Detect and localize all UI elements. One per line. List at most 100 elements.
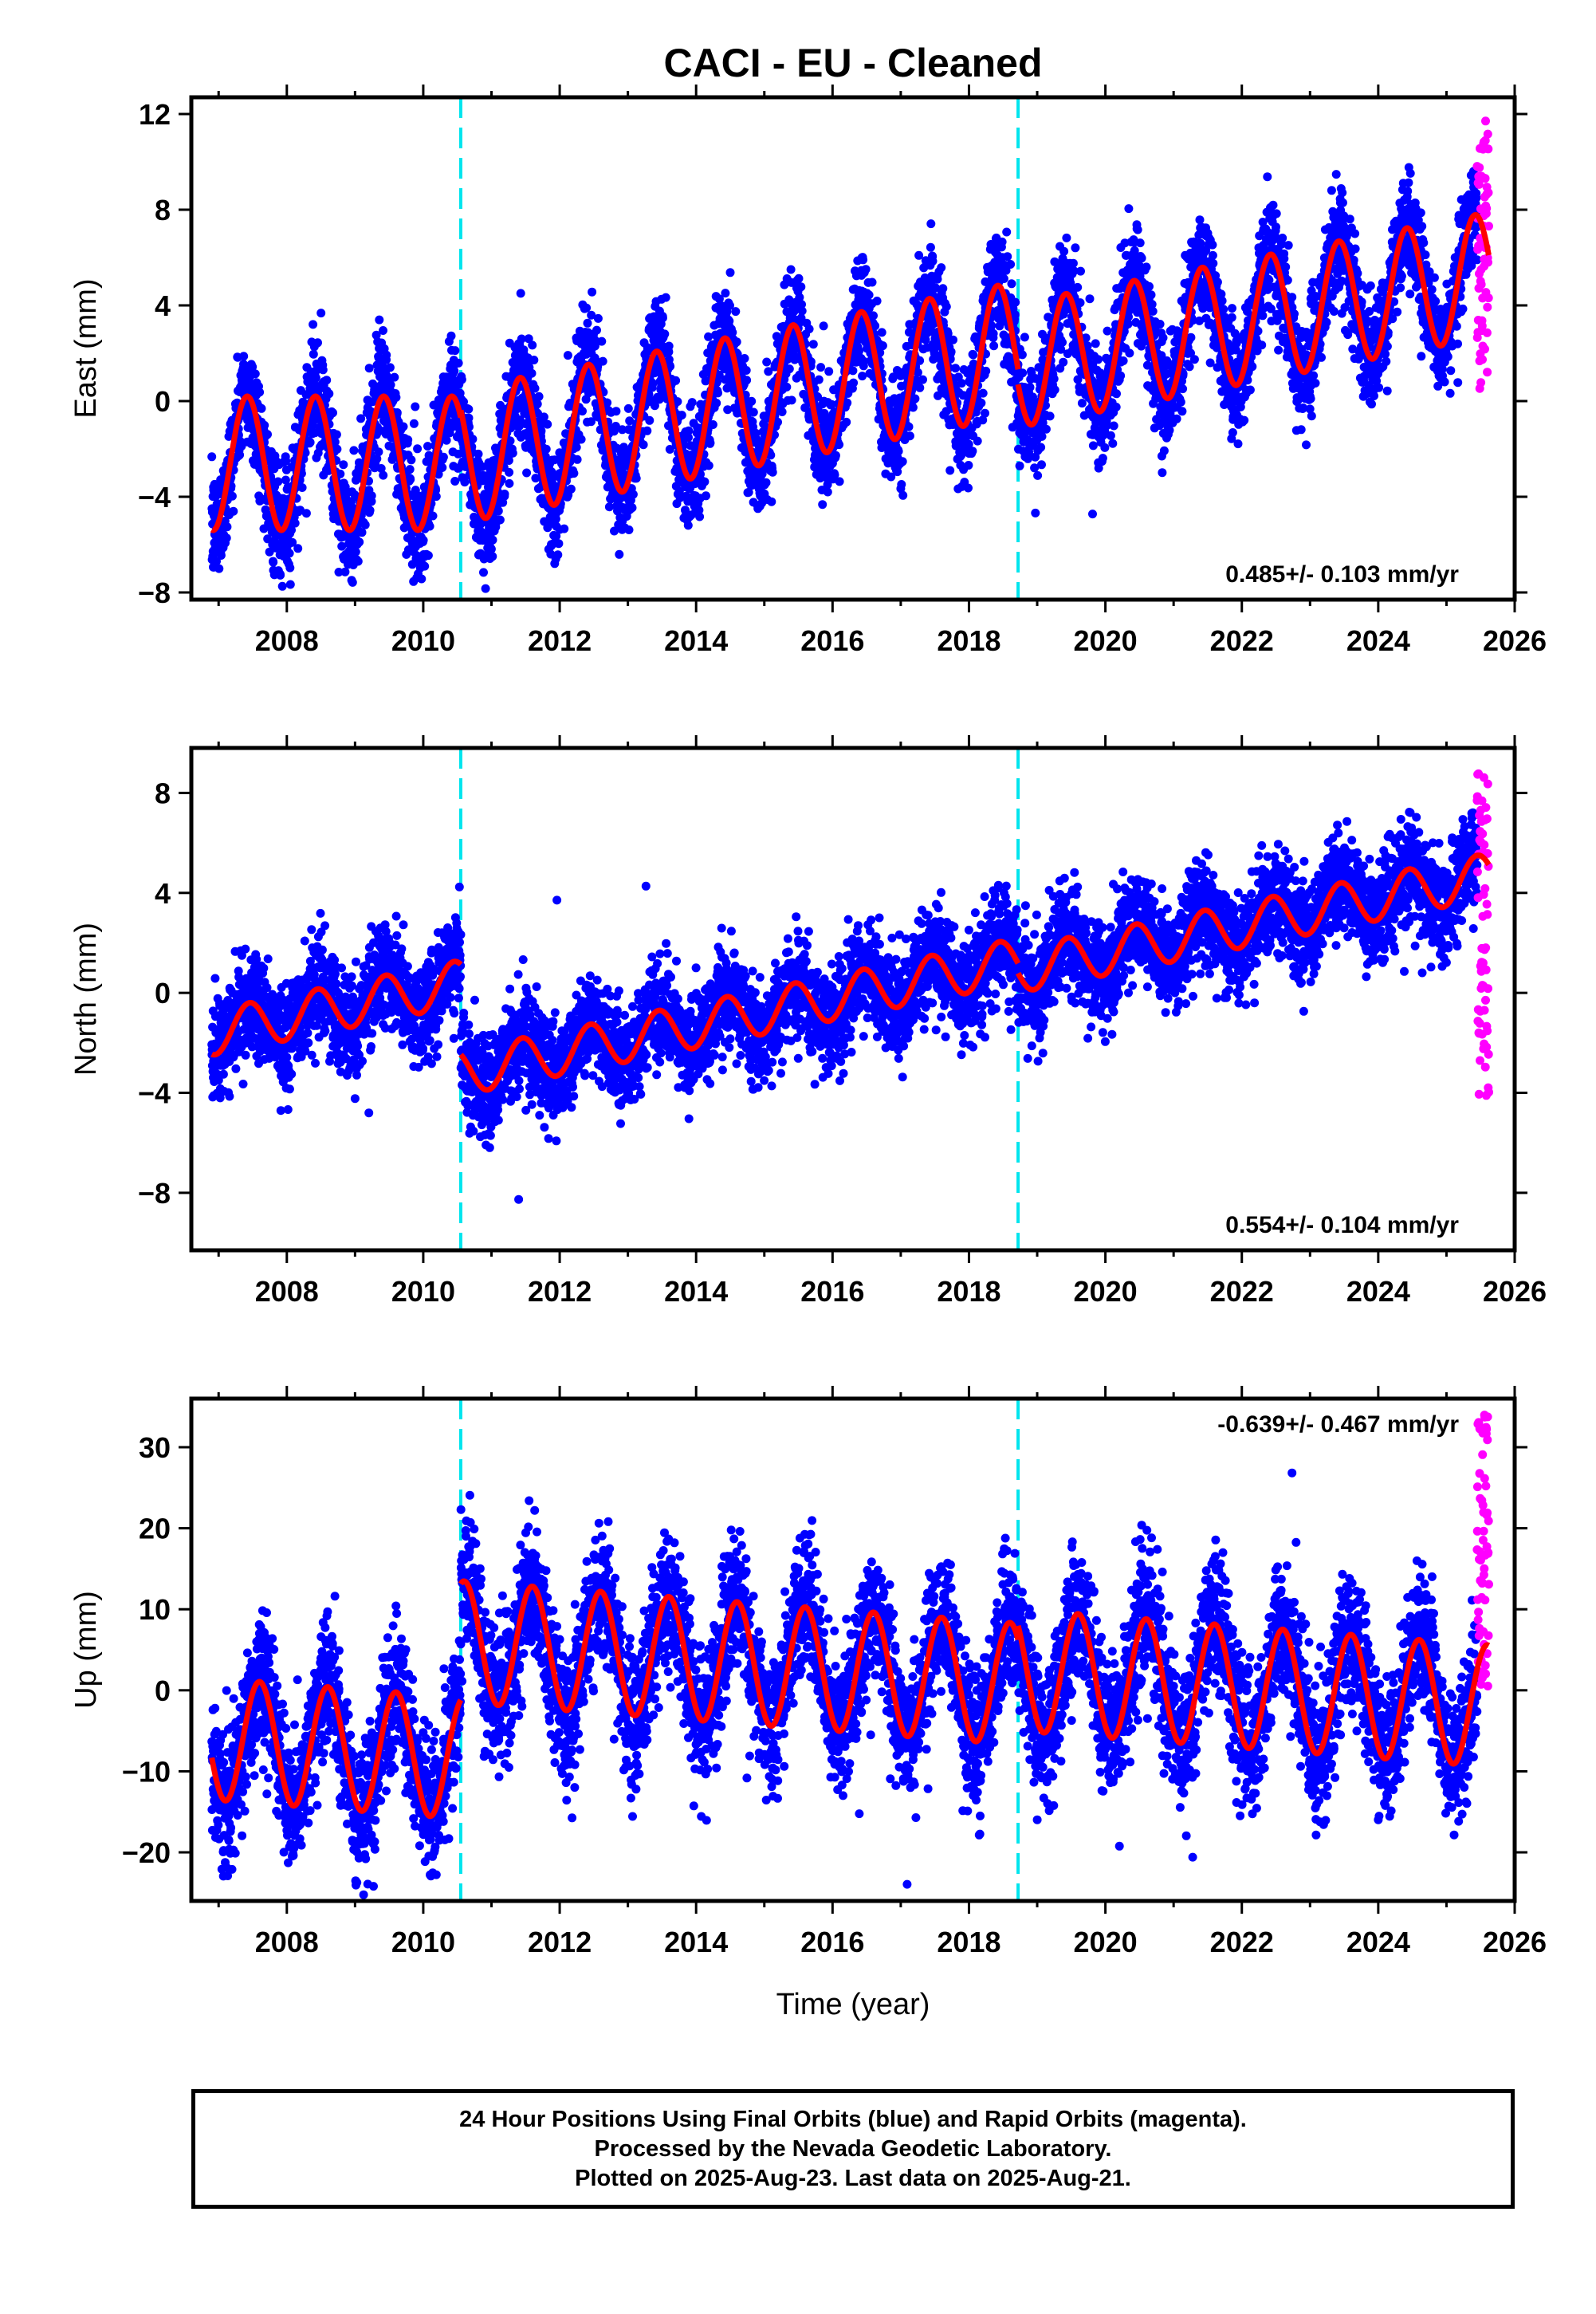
- data-point: [385, 363, 395, 372]
- data-point: [904, 422, 914, 431]
- data-point: [255, 388, 265, 397]
- data-point: [658, 313, 667, 323]
- data-point: [1006, 260, 1016, 269]
- data-point: [1010, 310, 1020, 320]
- data-point: [831, 451, 840, 460]
- data-point: [405, 465, 415, 474]
- data-point: [784, 364, 794, 374]
- data-point: [450, 366, 459, 376]
- data-point: [660, 329, 670, 339]
- data-point: [1003, 252, 1012, 262]
- data-point: [859, 255, 868, 265]
- data-point: [877, 328, 886, 337]
- data-point: [702, 491, 710, 501]
- data-point: [842, 417, 851, 427]
- data-point: [347, 497, 356, 506]
- data-point: [645, 415, 655, 425]
- data-point: [576, 435, 586, 444]
- data-point: [428, 511, 438, 521]
- data-point: [351, 547, 360, 557]
- data-point: [290, 518, 300, 528]
- data-point: [438, 452, 448, 462]
- data-point: [250, 369, 260, 379]
- data-point: [725, 317, 734, 326]
- data-point: [1045, 411, 1055, 421]
- data-point: [406, 474, 415, 484]
- data-point: [684, 426, 694, 435]
- data-point: [823, 487, 832, 497]
- data-point: [1112, 389, 1121, 399]
- data-point: [1050, 385, 1059, 395]
- data-point: [288, 537, 297, 547]
- data-point: [590, 335, 599, 344]
- data-point: [761, 478, 771, 487]
- data-point: [438, 462, 447, 472]
- data-point: [382, 350, 391, 360]
- data-point: [861, 265, 871, 274]
- data-point: [818, 500, 827, 510]
- data-point: [695, 512, 705, 521]
- data-point: [464, 413, 474, 423]
- data-point: [593, 313, 603, 323]
- data-point: [207, 452, 217, 462]
- data-point: [933, 274, 942, 284]
- data-point: [468, 435, 478, 444]
- data-point: [1106, 431, 1115, 440]
- data-point: [725, 268, 735, 277]
- data-point: [926, 242, 935, 252]
- data-point: [486, 545, 496, 554]
- data-point: [848, 366, 858, 376]
- data-point: [216, 551, 226, 560]
- data-point: [816, 363, 826, 372]
- data-point: [713, 388, 722, 398]
- data-point: [541, 452, 550, 461]
- data-point: [409, 419, 419, 428]
- data-point: [786, 265, 796, 274]
- data-point: [227, 491, 237, 501]
- data-point: [855, 346, 864, 356]
- data-point: [628, 490, 638, 499]
- east-panel: 2008 2010 2012 2014 2016 2018 2020 2022 2024 2026…: [69, 85, 1547, 657]
- data-point: [1049, 374, 1059, 384]
- data-point: [941, 302, 951, 311]
- data-point: [560, 524, 569, 533]
- data-point: [285, 549, 294, 558]
- data-point: [782, 382, 792, 392]
- data-point: [348, 577, 357, 587]
- data-point: [824, 367, 834, 376]
- data-point: [1058, 337, 1067, 347]
- data-point: [563, 351, 572, 360]
- data-point: [399, 422, 408, 431]
- data-point: [872, 297, 882, 305]
- data-point: [1116, 371, 1126, 380]
- data-point: [804, 325, 814, 334]
- data-point: [981, 408, 989, 418]
- data-point: [1059, 246, 1069, 256]
- data-point: [318, 365, 328, 375]
- data-point: [1007, 279, 1016, 289]
- data-point: [311, 373, 320, 383]
- data-point: [336, 469, 345, 478]
- data-point: [431, 492, 441, 502]
- data-point: [964, 483, 973, 493]
- data-point: [661, 293, 670, 302]
- data-point: [587, 417, 596, 427]
- data-point: [367, 491, 376, 501]
- data-point: [1111, 403, 1121, 411]
- data-point: [411, 402, 420, 411]
- data-point: [898, 457, 907, 466]
- data-point: [999, 274, 1008, 283]
- data-point: [330, 437, 340, 447]
- data-point: [301, 509, 311, 518]
- data-point: [1062, 233, 1071, 242]
- data-point: [1109, 421, 1118, 431]
- data-point: [376, 464, 386, 473]
- data-point: [349, 446, 359, 455]
- data-point: [1068, 258, 1078, 268]
- data-point: [281, 456, 291, 466]
- data-point: [981, 366, 991, 376]
- data-point: [293, 544, 303, 553]
- data-point: [978, 388, 988, 398]
- data-point: [777, 407, 787, 416]
